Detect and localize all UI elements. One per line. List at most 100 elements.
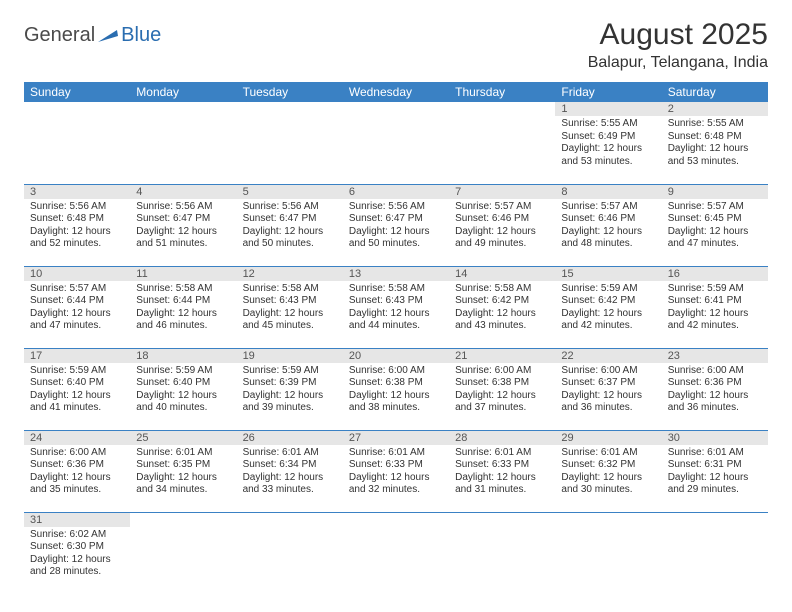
day-line: and 48 minutes. <box>561 238 655 251</box>
day-number: 20 <box>343 349 449 363</box>
day-details: Sunrise: 5:57 AMSunset: 6:45 PMDaylight:… <box>662 199 768 253</box>
day-number: 5 <box>237 185 343 199</box>
day-line: Sunset: 6:33 PM <box>455 459 549 472</box>
calendar-cell: 25Sunrise: 6:01 AMSunset: 6:35 PMDayligh… <box>130 430 236 512</box>
day-line: Sunset: 6:48 PM <box>30 213 124 226</box>
day-number: 27 <box>343 431 449 445</box>
calendar-cell <box>343 512 449 594</box>
day-number: 12 <box>237 267 343 281</box>
header: General Blue August 2025 Balapur, Telang… <box>24 18 768 72</box>
day-line: and 50 minutes. <box>243 238 337 251</box>
day-line: Sunrise: 5:56 AM <box>136 201 230 214</box>
day-line: and 29 minutes. <box>668 484 762 497</box>
day-line: Sunrise: 5:58 AM <box>136 283 230 296</box>
day-line: Sunrise: 6:00 AM <box>30 447 124 460</box>
day-number: 6 <box>343 185 449 199</box>
day-header: Monday <box>130 82 236 102</box>
day-details: Sunrise: 5:57 AMSunset: 6:46 PMDaylight:… <box>449 199 555 253</box>
day-line: Sunrise: 6:01 AM <box>136 447 230 460</box>
day-line: Sunset: 6:40 PM <box>30 377 124 390</box>
day-header: Thursday <box>449 82 555 102</box>
day-line: Sunset: 6:30 PM <box>30 541 124 554</box>
day-number: 26 <box>237 431 343 445</box>
calendar-row: 17Sunrise: 5:59 AMSunset: 6:40 PMDayligh… <box>24 348 768 430</box>
calendar-cell <box>130 102 236 184</box>
calendar-cell: 11Sunrise: 5:58 AMSunset: 6:44 PMDayligh… <box>130 266 236 348</box>
day-number: 7 <box>449 185 555 199</box>
day-header: Saturday <box>662 82 768 102</box>
day-line: Sunset: 6:46 PM <box>455 213 549 226</box>
day-line: Sunrise: 5:56 AM <box>30 201 124 214</box>
day-line: and 43 minutes. <box>455 320 549 333</box>
day-line: and 39 minutes. <box>243 402 337 415</box>
day-line: Daylight: 12 hours <box>668 390 762 403</box>
calendar-page: General Blue August 2025 Balapur, Telang… <box>0 0 792 612</box>
day-line: Daylight: 12 hours <box>455 390 549 403</box>
day-line: Sunset: 6:44 PM <box>136 295 230 308</box>
day-details: Sunrise: 5:58 AMSunset: 6:42 PMDaylight:… <box>449 281 555 335</box>
day-details: Sunrise: 5:57 AMSunset: 6:44 PMDaylight:… <box>24 281 130 335</box>
day-line: Daylight: 12 hours <box>136 472 230 485</box>
day-line: and 42 minutes. <box>668 320 762 333</box>
day-line: Sunrise: 6:01 AM <box>455 447 549 460</box>
day-line: Daylight: 12 hours <box>349 226 443 239</box>
day-line: Sunrise: 5:59 AM <box>30 365 124 378</box>
day-details: Sunrise: 5:56 AMSunset: 6:48 PMDaylight:… <box>24 199 130 253</box>
day-line: Sunrise: 6:00 AM <box>561 365 655 378</box>
day-line: Sunset: 6:47 PM <box>136 213 230 226</box>
calendar-row: 31Sunrise: 6:02 AMSunset: 6:30 PMDayligh… <box>24 512 768 594</box>
day-line: Sunset: 6:45 PM <box>668 213 762 226</box>
day-line: Sunset: 6:41 PM <box>668 295 762 308</box>
day-line: Daylight: 12 hours <box>455 472 549 485</box>
day-line: and 36 minutes. <box>561 402 655 415</box>
day-number: 8 <box>555 185 661 199</box>
calendar-cell: 30Sunrise: 6:01 AMSunset: 6:31 PMDayligh… <box>662 430 768 512</box>
day-line: Daylight: 12 hours <box>561 226 655 239</box>
day-details: Sunrise: 5:58 AMSunset: 6:43 PMDaylight:… <box>237 281 343 335</box>
day-details: Sunrise: 6:00 AMSunset: 6:36 PMDaylight:… <box>662 363 768 417</box>
day-line: and 28 minutes. <box>30 566 124 579</box>
day-number: 18 <box>130 349 236 363</box>
day-line: Daylight: 12 hours <box>668 308 762 321</box>
day-number: 1 <box>555 102 661 116</box>
calendar-body: 1Sunrise: 5:55 AMSunset: 6:49 PMDaylight… <box>24 102 768 594</box>
day-number: 3 <box>24 185 130 199</box>
calendar-cell <box>449 512 555 594</box>
calendar-cell: 20Sunrise: 6:00 AMSunset: 6:38 PMDayligh… <box>343 348 449 430</box>
calendar-cell: 29Sunrise: 6:01 AMSunset: 6:32 PMDayligh… <box>555 430 661 512</box>
day-line: and 33 minutes. <box>243 484 337 497</box>
day-line: Sunrise: 6:02 AM <box>30 529 124 542</box>
day-line: Sunset: 6:47 PM <box>349 213 443 226</box>
day-header: Wednesday <box>343 82 449 102</box>
day-number: 10 <box>24 267 130 281</box>
day-line: Sunset: 6:38 PM <box>455 377 549 390</box>
day-line: and 52 minutes. <box>30 238 124 251</box>
day-details: Sunrise: 5:59 AMSunset: 6:42 PMDaylight:… <box>555 281 661 335</box>
day-line: Sunset: 6:31 PM <box>668 459 762 472</box>
calendar-row: 24Sunrise: 6:00 AMSunset: 6:36 PMDayligh… <box>24 430 768 512</box>
title-block: August 2025 Balapur, Telangana, India <box>588 18 768 72</box>
day-number: 9 <box>662 185 768 199</box>
day-number: 25 <box>130 431 236 445</box>
day-line: Sunrise: 5:59 AM <box>668 283 762 296</box>
day-line: Sunset: 6:42 PM <box>561 295 655 308</box>
day-line: Sunset: 6:49 PM <box>561 131 655 144</box>
calendar-cell: 16Sunrise: 5:59 AMSunset: 6:41 PMDayligh… <box>662 266 768 348</box>
logo-text-general: General <box>24 24 95 47</box>
day-line: Daylight: 12 hours <box>668 472 762 485</box>
calendar-cell <box>343 102 449 184</box>
day-line: Sunset: 6:48 PM <box>668 131 762 144</box>
day-line: Sunset: 6:32 PM <box>561 459 655 472</box>
calendar-cell <box>555 512 661 594</box>
calendar-cell: 7Sunrise: 5:57 AMSunset: 6:46 PMDaylight… <box>449 184 555 266</box>
day-details: Sunrise: 6:00 AMSunset: 6:38 PMDaylight:… <box>343 363 449 417</box>
day-number: 11 <box>130 267 236 281</box>
day-details: Sunrise: 5:56 AMSunset: 6:47 PMDaylight:… <box>237 199 343 253</box>
day-details: Sunrise: 5:57 AMSunset: 6:46 PMDaylight:… <box>555 199 661 253</box>
calendar-cell: 1Sunrise: 5:55 AMSunset: 6:49 PMDaylight… <box>555 102 661 184</box>
day-details: Sunrise: 6:01 AMSunset: 6:34 PMDaylight:… <box>237 445 343 499</box>
day-details: Sunrise: 5:55 AMSunset: 6:49 PMDaylight:… <box>555 116 661 170</box>
day-line: Daylight: 12 hours <box>349 308 443 321</box>
day-details: Sunrise: 6:00 AMSunset: 6:38 PMDaylight:… <box>449 363 555 417</box>
day-line: Sunset: 6:47 PM <box>243 213 337 226</box>
